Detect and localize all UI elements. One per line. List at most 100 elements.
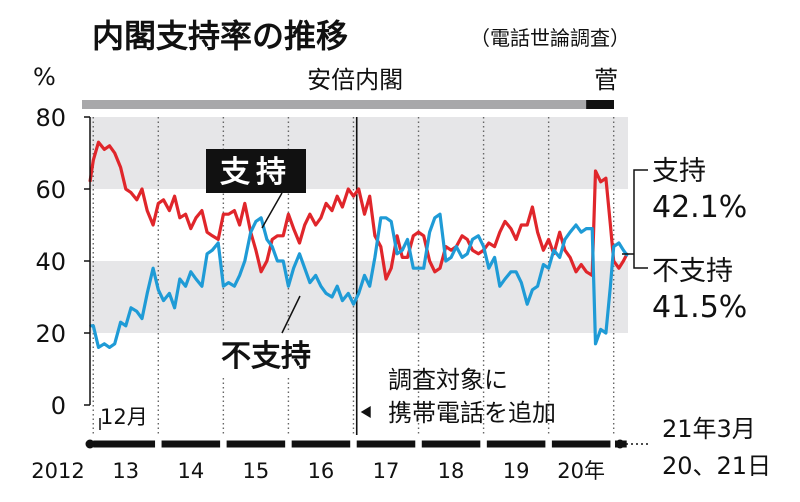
data-point — [422, 235, 425, 237]
data-point — [542, 263, 545, 266]
data-point — [211, 249, 214, 251]
data-point — [113, 343, 116, 345]
data-point — [585, 271, 588, 273]
x-tick-label: 20年 — [557, 459, 605, 483]
data-point — [173, 195, 176, 197]
data-point — [146, 209, 148, 212]
data-point — [488, 242, 490, 244]
data-point — [390, 267, 393, 270]
data-point — [103, 148, 106, 151]
data-point — [450, 256, 452, 259]
data-point — [222, 213, 225, 215]
data-point — [510, 227, 512, 230]
data-point — [152, 224, 154, 226]
data-point — [380, 217, 382, 219]
data-point — [618, 267, 620, 270]
data-point — [461, 235, 463, 237]
data-point — [292, 227, 295, 230]
era-bars: 安倍内閣 菅 — [82, 66, 618, 109]
data-point — [622, 260, 625, 262]
data-point — [233, 209, 236, 212]
timeline-end-dot — [615, 439, 625, 449]
timeline-segment — [161, 440, 221, 448]
data-point — [531, 206, 534, 208]
annotation-line2: 携帯電話を追加 — [388, 399, 556, 427]
y-tick-label: 60 — [35, 176, 66, 204]
data-point — [466, 253, 469, 255]
data-point — [520, 281, 523, 284]
data-point — [227, 281, 230, 284]
data-point — [569, 231, 571, 233]
data-point — [179, 278, 181, 280]
end-date-label-2: 20、21日 — [662, 452, 771, 480]
data-point — [244, 260, 246, 262]
data-point — [325, 202, 327, 205]
data-point — [222, 285, 225, 288]
data-point — [108, 346, 111, 349]
data-point — [357, 292, 360, 295]
data-point — [195, 278, 197, 280]
data-point — [108, 145, 111, 147]
data-point — [618, 242, 620, 244]
era-bar — [82, 100, 591, 109]
data-point — [162, 299, 165, 302]
data-point — [331, 296, 333, 298]
data-point — [471, 238, 474, 241]
era-label: 菅 — [594, 66, 618, 94]
x-tick-label: 13 — [112, 459, 139, 483]
data-point — [314, 274, 317, 277]
data-point — [599, 181, 602, 183]
data-point — [575, 271, 577, 273]
data-point — [477, 235, 480, 237]
data-point — [249, 231, 252, 233]
data-point — [190, 271, 192, 273]
data-point — [282, 260, 285, 262]
era-bar — [586, 100, 614, 109]
data-point — [542, 249, 545, 251]
data-point — [331, 209, 333, 212]
data-point — [136, 310, 138, 313]
data-point — [585, 227, 588, 230]
y-tick-label: 80 — [35, 104, 66, 132]
data-point — [320, 285, 322, 288]
annotation-arrow — [360, 406, 371, 418]
data-point — [303, 267, 306, 270]
data-point — [493, 256, 496, 259]
data-point — [260, 271, 262, 273]
data-point — [374, 256, 376, 259]
data-point — [536, 285, 539, 288]
data-point — [569, 256, 571, 259]
data-point — [184, 285, 187, 288]
support-label: 支持 — [220, 155, 292, 190]
data-point — [298, 242, 301, 244]
data-point — [266, 260, 268, 262]
data-point — [439, 213, 441, 215]
data-point — [401, 256, 404, 259]
x-tick-label: 18 — [438, 459, 465, 483]
data-point — [553, 249, 555, 251]
data-point — [217, 238, 219, 241]
grid-bands — [90, 117, 628, 333]
data-point — [298, 253, 301, 255]
data-point — [352, 195, 355, 197]
data-point — [504, 278, 506, 280]
timeline-segment — [291, 440, 351, 448]
data-point — [605, 177, 607, 179]
data-point — [238, 224, 241, 226]
data-point — [271, 245, 274, 248]
data-point — [303, 224, 306, 226]
annotation-line1: 調査対象に — [388, 366, 508, 394]
series-line-不支持 — [90, 212, 629, 349]
data-point — [157, 202, 160, 205]
data-point — [439, 267, 441, 270]
data-point — [255, 249, 257, 251]
data-point — [325, 292, 327, 295]
data-point — [255, 220, 257, 223]
data-point — [309, 213, 311, 215]
data-point — [558, 231, 561, 233]
data-point — [368, 285, 371, 288]
data-point — [103, 343, 106, 345]
timeline-segment — [356, 440, 416, 448]
x-tick-label: 19 — [503, 459, 530, 483]
oppose-leader — [281, 295, 301, 334]
